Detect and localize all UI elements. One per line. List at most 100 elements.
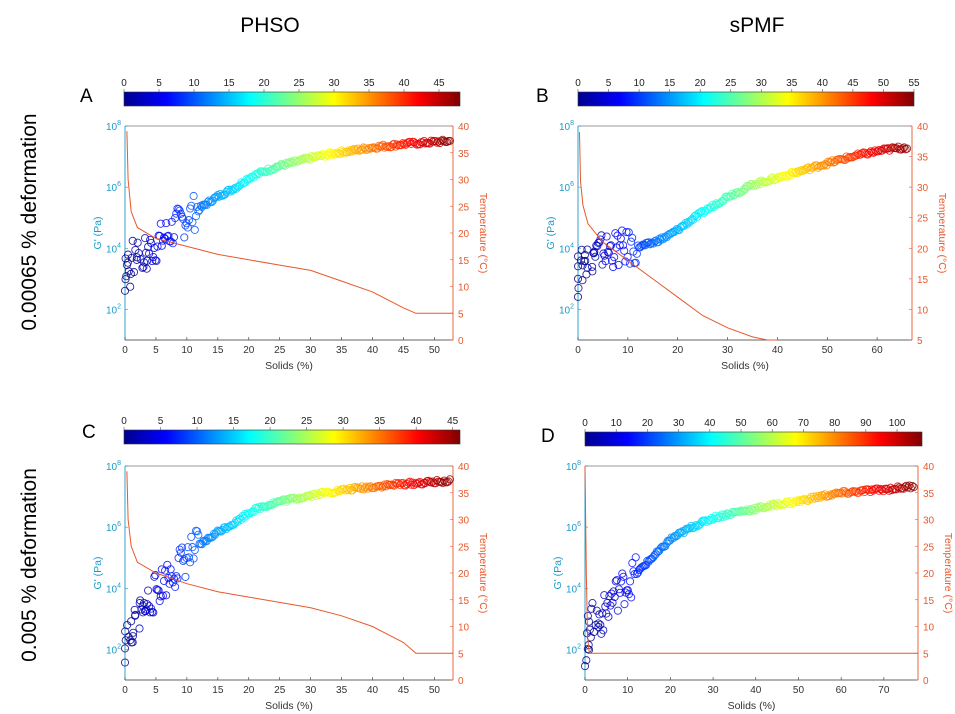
gprime-point xyxy=(152,256,161,265)
y-left-tick-label: 102 xyxy=(106,303,121,316)
colorbar-tick-label: 20 xyxy=(265,416,277,427)
gprime-point xyxy=(617,226,627,235)
x-tick-label: 60 xyxy=(836,685,848,696)
gprime-point xyxy=(860,487,869,496)
y-right-tick-label: 20 xyxy=(458,569,470,580)
gprime-point xyxy=(144,586,153,595)
gprime-point xyxy=(154,586,163,595)
x-tick-label: 25 xyxy=(274,345,286,356)
gprime-point xyxy=(445,136,454,145)
x-tick-label: 50 xyxy=(822,345,834,356)
y-right-tick-label: 35 xyxy=(458,489,470,500)
gprime-point xyxy=(620,246,629,255)
gprime-point xyxy=(698,206,707,215)
gprime-point xyxy=(120,658,130,667)
gprime-point xyxy=(611,577,620,586)
gprime-point xyxy=(342,148,352,157)
x-tick-label: 20 xyxy=(672,345,684,356)
gprime-point xyxy=(588,262,597,271)
x-tick-label: 45 xyxy=(398,685,410,696)
gprime-point xyxy=(909,483,918,492)
gprime-point xyxy=(141,234,150,243)
colorbar-tick-label: 5 xyxy=(156,78,162,89)
gprime-point xyxy=(269,498,278,507)
gprime-point xyxy=(699,209,708,218)
x-tick-label: 5 xyxy=(153,345,159,356)
gprime-point xyxy=(174,553,183,563)
x-tick-label: 15 xyxy=(212,685,224,696)
gprime-point xyxy=(649,553,658,562)
gprime-point xyxy=(143,256,152,265)
gprime-point xyxy=(587,604,596,613)
gprime-point xyxy=(121,275,130,284)
y-left-tick-label: 108 xyxy=(106,460,121,473)
colorbar-tick-label: 60 xyxy=(767,418,779,429)
panel-B: B 0 5 10 15 20 25 30 35 40 45 50 55 0 10 20 30 40 50 60 Soli… xyxy=(536,78,948,372)
gprime-scatter xyxy=(120,475,454,667)
colorbar-tick-label: 90 xyxy=(860,418,872,429)
panel-letter: D xyxy=(541,426,555,447)
panel-letter: B xyxy=(536,86,549,107)
colorbar-tick-label: 15 xyxy=(664,78,676,89)
x-tick-label: 50 xyxy=(793,685,805,696)
gprime-point xyxy=(188,543,197,552)
x-tick-label: 5 xyxy=(153,685,159,696)
gprime-point xyxy=(623,252,632,261)
gprime-point xyxy=(805,494,814,503)
gprime-point xyxy=(122,272,131,281)
gprime-point xyxy=(184,553,193,562)
y-right-tick-label: 5 xyxy=(458,309,464,320)
colorbar-tick-label: 10 xyxy=(188,78,200,89)
y-right-tick-label: 40 xyxy=(458,122,470,133)
gprime-point xyxy=(142,248,151,257)
gprime-point xyxy=(126,636,135,645)
gprime-point xyxy=(649,239,658,248)
gprime-point xyxy=(578,261,587,270)
x-tick-label: 25 xyxy=(274,685,286,696)
gprime-point xyxy=(129,268,139,277)
gprime-point xyxy=(576,256,586,265)
y-left-tick-label: 104 xyxy=(566,582,581,595)
gprime-point xyxy=(187,201,196,210)
gprime-point xyxy=(180,233,189,242)
x-axis-label: Solids (%) xyxy=(721,360,769,372)
gprime-point xyxy=(605,242,614,251)
gprime-point xyxy=(689,523,698,532)
colorbar-tick-label: 5 xyxy=(606,78,612,89)
gprime-point xyxy=(189,191,198,201)
gprime-point xyxy=(359,485,368,494)
y-right-tick-label: 15 xyxy=(458,596,470,607)
colorbar-tick-label: 35 xyxy=(374,416,386,427)
colorbar-tick-label: 40 xyxy=(398,78,410,89)
colorbar-tick-label: 15 xyxy=(223,78,235,89)
colorbar-tick-label: 30 xyxy=(756,78,768,89)
gprime-point xyxy=(127,617,136,626)
colorbar-tick-label: 5 xyxy=(158,416,164,427)
y-left-tick-label: 102 xyxy=(559,303,574,316)
row-title-0.005: 0.005 % deformation xyxy=(18,468,41,662)
x-tick-label: 40 xyxy=(367,345,379,356)
x-tick-label: 40 xyxy=(772,345,784,356)
gprime-point xyxy=(442,478,452,487)
colorbar xyxy=(577,91,915,107)
gprime-point xyxy=(859,485,868,494)
y-right-tick-label: 25 xyxy=(458,542,470,553)
gprime-point xyxy=(786,171,795,180)
gprime-point xyxy=(152,585,161,594)
gprime-point xyxy=(602,232,611,241)
gprime-point xyxy=(584,617,594,626)
y-right-tick-label: 15 xyxy=(458,256,470,267)
panel-A: A0 5 10 15 20 25 30 35 40 450 5 10 15 20 25 30 35 40 45 50S… xyxy=(80,78,489,372)
gprime-point xyxy=(156,219,165,228)
gprime-point xyxy=(377,483,386,492)
gprime-point xyxy=(173,574,182,583)
gprime-point xyxy=(645,240,654,249)
colorbar-tick-label: 45 xyxy=(447,416,459,427)
x-axis-label: Solids (%) xyxy=(728,700,776,712)
gprime-point xyxy=(159,233,169,242)
colorbar-tick-label: 20 xyxy=(642,418,654,429)
gprime-point xyxy=(177,212,187,221)
x-tick-label: 35 xyxy=(336,685,348,696)
y-right-tick-label: 40 xyxy=(917,122,929,133)
